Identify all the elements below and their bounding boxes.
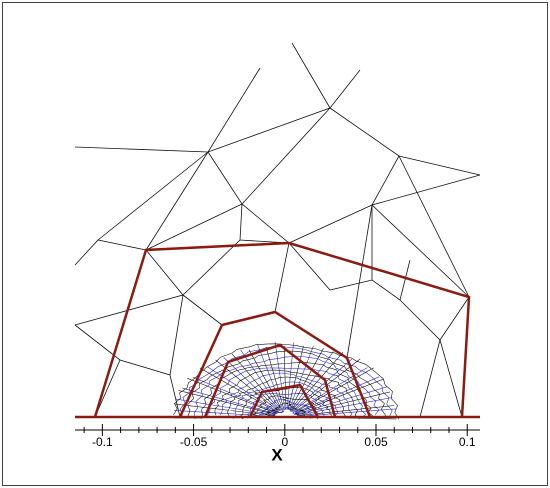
x-tick-label: -0.1 xyxy=(92,435,113,449)
x-axis-label: X xyxy=(271,445,283,464)
zone-boundary xyxy=(93,241,471,418)
coarse-mesh xyxy=(74,42,481,418)
x-tick-label: 0 xyxy=(281,435,288,449)
x-tick-label: 0.05 xyxy=(364,435,388,449)
x-tick-label: -0.05 xyxy=(180,435,208,449)
mesh xyxy=(74,42,481,420)
x-tick-label: 0.1 xyxy=(459,435,476,449)
fine-mesh-blue xyxy=(174,341,396,420)
